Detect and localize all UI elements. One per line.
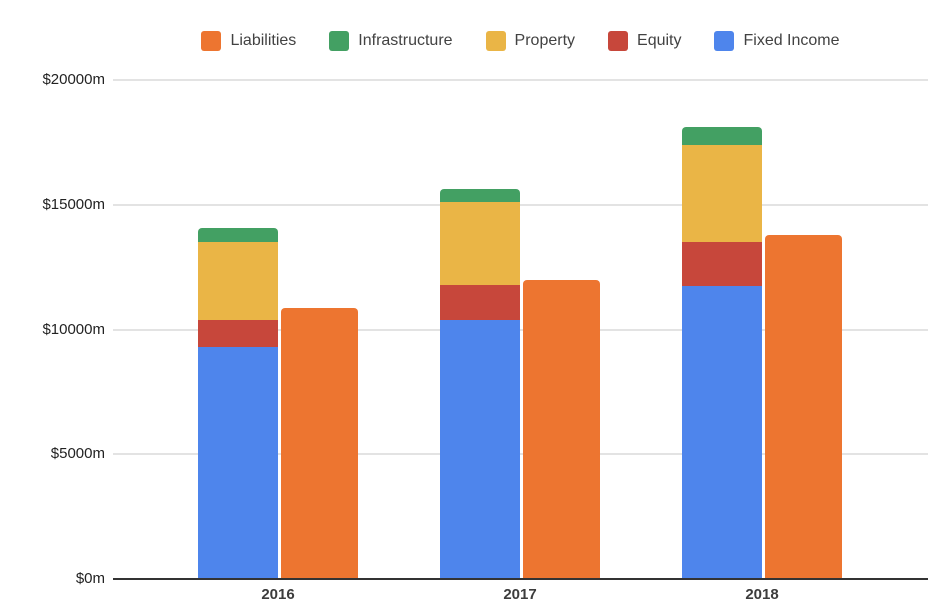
legend-swatch-fixed-income bbox=[714, 31, 735, 51]
bar-liabilities-2016[interactable] bbox=[281, 308, 358, 579]
y-tick-label-15000: $15000m bbox=[42, 195, 105, 213]
bar-segment-property-2018[interactable] bbox=[682, 144, 762, 243]
bar-liabilities-2018[interactable] bbox=[765, 234, 842, 579]
bar-segment-property-2017[interactable] bbox=[440, 202, 520, 285]
x-axis-label-2018: 2018 bbox=[745, 586, 779, 603]
bar-liabilities-2017[interactable] bbox=[523, 279, 600, 579]
legend-label-liabilities: Liabilities bbox=[230, 32, 297, 49]
legend-item-infrastructure[interactable]: Infrastructure bbox=[329, 31, 453, 51]
bar-segment-property-2016[interactable] bbox=[198, 242, 278, 320]
legend-swatch-property bbox=[485, 31, 506, 51]
legend-item-equity[interactable]: Equity bbox=[608, 31, 681, 51]
chart-legend: Liabilities Infrastructure Property Equity F… bbox=[113, 29, 928, 53]
legend-label-equity: Equity bbox=[637, 32, 682, 49]
bar-segment-fixed-income-2016[interactable] bbox=[198, 346, 278, 579]
bar-segment-equity-2016[interactable] bbox=[198, 319, 278, 347]
y-tick-label-10000: $10000m bbox=[42, 320, 105, 338]
gridline-5000 bbox=[113, 453, 928, 456]
legend-swatch-liabilities bbox=[201, 31, 222, 51]
y-tick-label-5000: $5000m bbox=[50, 445, 105, 463]
gridline-15000 bbox=[113, 203, 928, 206]
legend-label-fixed-income: Fixed Income bbox=[743, 32, 840, 49]
stacked-bar-2018 bbox=[682, 127, 762, 579]
bar-segment-infrastructure-2016[interactable] bbox=[198, 228, 278, 243]
stacked-bar-2017 bbox=[440, 188, 520, 579]
legend-label-property: Property bbox=[514, 32, 576, 49]
legend-swatch-infrastructure bbox=[329, 31, 350, 51]
gridline-20000 bbox=[113, 79, 928, 81]
legend-item-liabilities[interactable]: Liabilities bbox=[201, 31, 296, 51]
bar-segment-infrastructure-2017[interactable] bbox=[440, 188, 520, 203]
x-axis-line bbox=[113, 578, 928, 580]
legend-item-fixed-income[interactable]: Fixed Income bbox=[714, 31, 840, 51]
y-tick-label-0: $0m bbox=[75, 570, 105, 587]
y-tick-label-20000: $20000m bbox=[42, 71, 105, 88]
bar-segment-equity-2017[interactable] bbox=[440, 284, 520, 320]
legend-label-infrastructure: Infrastructure bbox=[358, 32, 453, 49]
bar-segment-fixed-income-2017[interactable] bbox=[440, 319, 520, 579]
bar-segment-infrastructure-2018[interactable] bbox=[682, 127, 762, 145]
x-axis-label-2017: 2017 bbox=[503, 586, 537, 603]
bar-segment-equity-2018[interactable] bbox=[682, 242, 762, 286]
gridline-10000 bbox=[113, 328, 928, 331]
stacked-bar-2016 bbox=[198, 228, 278, 579]
legend-item-property[interactable]: Property bbox=[485, 31, 576, 51]
x-axis-label-2016: 2016 bbox=[261, 586, 295, 603]
bar-segment-fixed-income-2018[interactable] bbox=[682, 285, 762, 579]
legend-swatch-equity bbox=[608, 31, 629, 51]
